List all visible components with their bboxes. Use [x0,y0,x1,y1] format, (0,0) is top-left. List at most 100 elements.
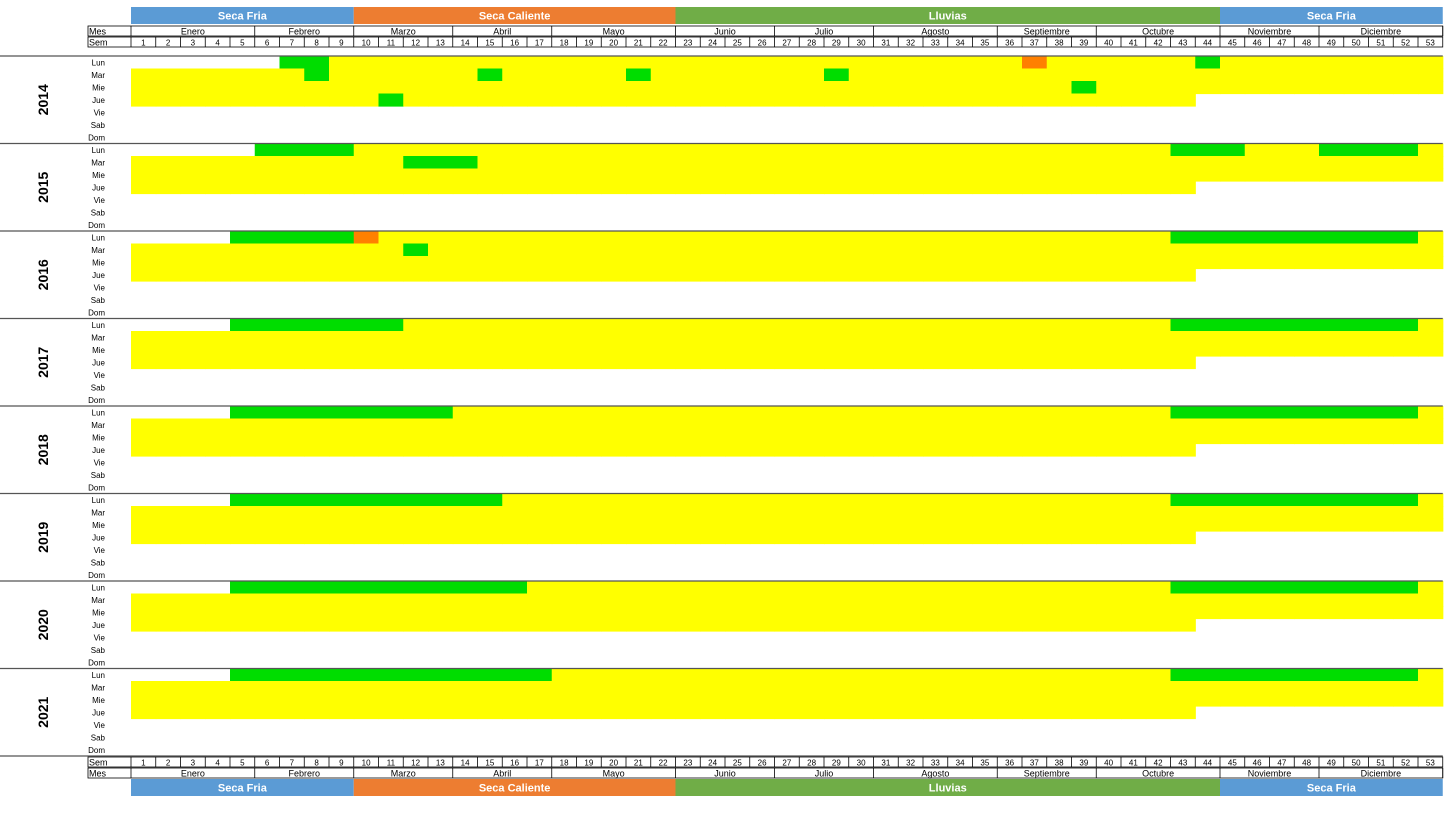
cell-2021-Lun-w20 [601,668,627,682]
cell-2014-Mie-w5 [230,81,256,95]
cell-2015-Jue-w22 [650,181,677,195]
cell-2015-Mie-w49 [1319,168,1345,182]
cell-2018-Jue-w29 [824,443,850,457]
cell-2019-Jue-w9 [329,531,355,545]
cell-2019-Jue-w28 [799,531,825,545]
cell-2020-Mie-w52 [1393,606,1419,620]
cell-2019-Mar-w1 [131,506,157,520]
day-label-2020-3: Jue [92,621,105,630]
cell-2019-Mie-w42 [1145,518,1172,532]
cell-2017-Jue-w34 [947,356,974,370]
cell-2020-Lun-w20 [601,581,627,595]
cell-2020-Mie-w30 [848,606,875,620]
cell-2020-Mie-w27 [774,606,800,620]
cell-2020-Mar-w20 [601,593,627,607]
cell-2018-Lun-w29 [824,406,850,420]
cell-2020-Mie-w18 [551,606,578,620]
cell-2016-Jue-w40 [1096,268,1122,282]
cell-2019-Mie-w15 [477,518,503,532]
cell-2020-Mar-w44 [1195,593,1221,607]
cell-2014-Mar-w5 [230,68,256,82]
day-label-2016-6: Dom [88,309,105,318]
cell-2015-Jue-w36 [997,181,1023,195]
cell-2014-Mar-w51 [1368,68,1394,82]
cell-2015-Lun-w13 [428,143,454,157]
cell-2021-Mar-w33 [923,681,949,695]
cell-2017-Lun-w27 [774,318,800,332]
cell-2020-Jue-w11 [378,618,404,632]
week-label-top-30: 31 [881,39,890,48]
cell-2019-Jue-w37 [1022,531,1048,545]
cell-2016-Mar-w1 [131,243,157,257]
cell-2020-Jue-w23 [675,618,701,632]
cell-2015-Jue-w42 [1145,181,1172,195]
cell-2014-Lun-w9 [329,56,355,70]
cell-2020-Jue-w36 [997,618,1023,632]
cell-2020-Mar-w48 [1294,593,1320,607]
week-row-frame-bottom [87,756,1444,768]
cell-2021-Mar-w43 [1170,681,1196,695]
cell-2014-Mie-w15 [477,81,503,95]
cell-2020-Mie-w1 [131,606,157,620]
cell-2021-Mie-w49 [1319,693,1345,707]
cell-2021-Lun-w24 [700,668,726,682]
cell-2015-Mar-w39 [1071,156,1097,170]
cell-2019-Mar-w35 [972,506,998,520]
day-label-2018-0: Lun [92,409,105,418]
cell-2017-Mar-w41 [1121,331,1147,345]
cell-2020-Lun-w5 [230,581,256,595]
cell-2015-Lun-w8 [304,143,330,157]
cell-2016-Mar-w44 [1195,243,1221,257]
cell-2017-Mar-w19 [576,331,602,345]
cell-2018-Mie-w46 [1244,431,1271,445]
cell-2015-Mar-w23 [675,156,701,170]
cell-2015-Lun-w24 [700,143,726,157]
cell-2015-Lun-w34 [947,143,974,157]
cell-2020-Mie-w53 [1418,606,1444,620]
cell-2020-Jue-w31 [873,618,899,632]
cell-2014-Lun-w40 [1096,56,1122,70]
cell-2015-Mie-w43 [1170,168,1196,182]
cell-2014-Mar-w38 [1046,68,1073,82]
week-label-top-20: 21 [634,39,643,48]
cell-2017-Lun-w33 [923,318,949,332]
cell-2016-Jue-w36 [997,268,1023,282]
cell-2019-Mie-w30 [848,518,875,532]
cell-2017-Mie-w53 [1418,343,1444,357]
cell-2016-Mie-w24 [700,256,726,270]
cell-2014-Jue-w10 [353,93,380,107]
cell-2019-Mar-w43 [1170,506,1196,520]
cell-2014-Jue-w40 [1096,93,1122,107]
cell-2017-Mie-w34 [947,343,974,357]
cell-2020-Mar-w16 [502,593,528,607]
cell-2014-Lun-w23 [675,56,701,70]
cell-2014-Lun-w24 [700,56,726,70]
cell-2014-Mar-w20 [601,68,627,82]
cell-2016-Mie-w10 [353,256,380,270]
cell-2020-Jue-w21 [626,618,652,632]
cell-2017-Mar-w47 [1269,331,1295,345]
cell-2018-Lun-w14 [452,406,479,420]
cell-2019-Jue-w30 [848,531,875,545]
cell-2017-Mie-w40 [1096,343,1122,357]
cell-2020-Jue-w40 [1096,618,1122,632]
cell-2017-Mie-w1 [131,343,157,357]
cell-2019-Mar-w8 [304,506,330,520]
week-label-bottom-47: 48 [1302,759,1311,768]
cell-2020-Mar-w31 [873,593,899,607]
cell-2016-Lun-w32 [898,231,924,245]
cell-2015-Lun-w20 [601,143,627,157]
cell-2019-Mar-w15 [477,506,503,520]
cell-2017-Mar-w51 [1368,331,1394,345]
cell-2021-Mar-w13 [428,681,454,695]
cell-2018-Mar-w40 [1096,418,1122,432]
season-bands-bottom: Seca Fria Seca Caliente Lluvias Seca Fria [131,779,1443,796]
week-row-title-top: Sem [89,38,108,48]
cell-2015-Mie-w27 [774,168,800,182]
cell-2014-Lun-w36 [997,56,1023,70]
day-label-2014-5: Sab [91,121,106,130]
cell-2015-Jue-w10 [353,181,380,195]
cell-2020-Mar-w19 [576,593,602,607]
cell-2021-Jue-w37 [1022,706,1048,720]
cell-2015-Mar-w12 [403,156,429,170]
